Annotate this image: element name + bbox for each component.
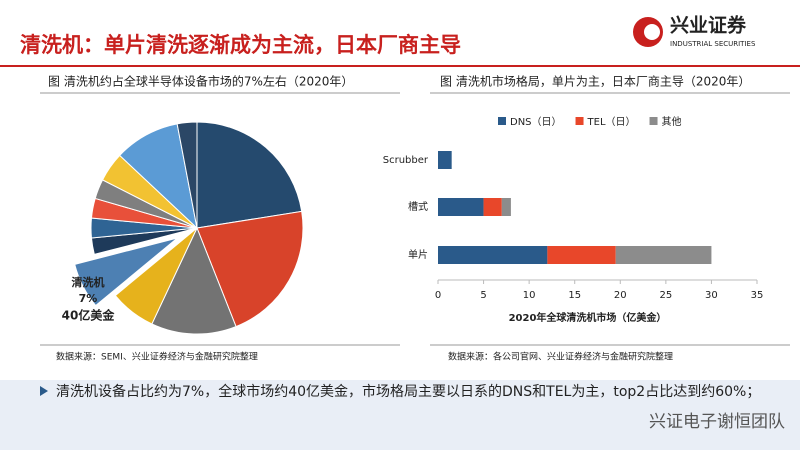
x-tick-label: 20 [614, 290, 627, 301]
legend-swatch [498, 117, 506, 125]
legend-swatch [575, 117, 584, 125]
footer-band [0, 380, 800, 450]
bullet-text: 清洗机设备占比约为7%，全球市场约40亿美金，市场格局主要以日系的DNS和TEL… [56, 383, 760, 400]
bar-segment [547, 246, 616, 264]
chart-caption: 图 清洗机市场格局，单片为主，日本厂商主导（2020年） [440, 74, 750, 89]
legend-label: DNS（日） [510, 116, 562, 128]
logo-icon-inner [644, 24, 660, 40]
x-tick-label: 30 [705, 290, 718, 301]
bar-segment [438, 246, 548, 264]
bullet-icon [40, 386, 48, 396]
legend-swatch [649, 117, 658, 125]
pie-slice [114, 227, 198, 325]
logo-subtext: INDUSTRIAL SECURITIES [670, 40, 756, 48]
legend-label: 其他 [662, 115, 682, 128]
bar-segment [438, 198, 484, 216]
x-axis-title: 2020年全球清洗机市场（亿美金） [509, 311, 667, 324]
bar-segment [438, 151, 452, 169]
y-tick-label: Scrubber [383, 155, 429, 166]
x-tick-label: 5 [480, 290, 486, 301]
chart-caption: 图 清洗机约占全球半导体设备市场的7%左右（2020年） [48, 74, 353, 89]
pie-annotation: 40亿美金 [62, 308, 116, 323]
legend-label: TEL（日） [587, 116, 636, 128]
pie-slice [151, 226, 237, 335]
pie-slice [196, 121, 303, 229]
y-tick-label: 槽式 [408, 200, 428, 213]
source: 数据来源：各公司官网、兴业证券经济与金融研究院整理 [448, 351, 673, 363]
bar-segment [615, 246, 712, 264]
bar-segment [501, 198, 511, 216]
x-tick-label: 15 [568, 290, 581, 301]
pie-slice [196, 210, 304, 328]
x-tick-label: 10 [523, 290, 536, 301]
watermark: 兴证电子谢恒团队 [649, 412, 785, 432]
source: 数据来源：SEMI、兴业证券经济与金融研究院整理 [56, 351, 258, 363]
pie-slice [176, 121, 198, 229]
slice-label: 清洗机 [72, 275, 105, 289]
x-tick-label: 0 [435, 290, 441, 301]
x-tick-label: 35 [751, 290, 764, 301]
logo-text: 兴业证券 [670, 14, 747, 37]
y-tick-label: 单片 [408, 248, 428, 261]
slice-value-label: 7% [79, 292, 98, 305]
bar-segment [483, 198, 502, 216]
slide-title: 清洗机：单片清洗逐渐成为主流，日本厂商主导 [20, 33, 461, 57]
x-tick-label: 25 [659, 290, 672, 301]
pie-slice [74, 237, 178, 307]
